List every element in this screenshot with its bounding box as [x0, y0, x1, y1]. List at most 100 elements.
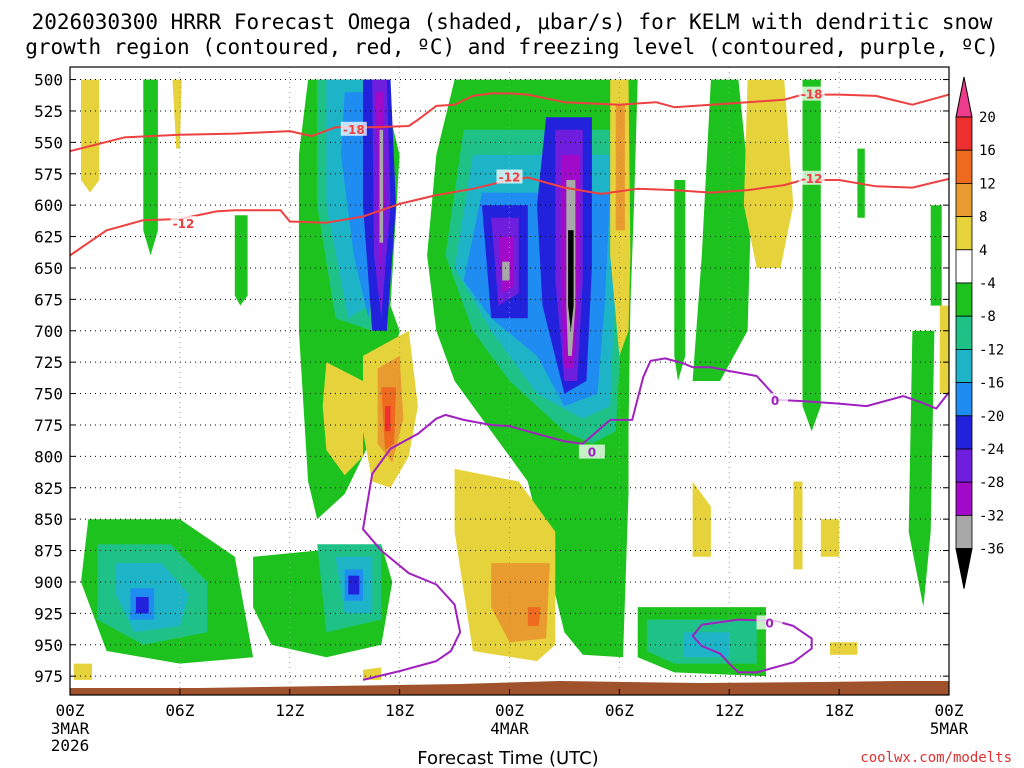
ytick-label-525: 525 [34, 102, 63, 121]
date-label-0-0: 3MAR [51, 719, 90, 738]
omega-region--6-5 [692, 79, 752, 381]
colorbar-bin--24 [955, 415, 973, 450]
colorbar-bottom-triangle [955, 548, 973, 589]
colorbar-tick--12: -12 [979, 342, 1004, 358]
colorbar-bin-8 [955, 182, 973, 217]
omega-region--34-1 [502, 261, 510, 281]
colorbar-tick--36: -36 [979, 542, 1004, 558]
colorbar-tick-8: 8 [979, 210, 987, 226]
colorbar-bin--4 [955, 249, 973, 284]
omega-shading [73, 79, 949, 680]
omega-region--34-0 [379, 129, 384, 243]
date-label-24-0: 4MAR [490, 719, 529, 738]
contour-label-zero-c-lower-0: 0 [765, 616, 773, 630]
omega-region-6-6 [692, 481, 711, 557]
contour-zero-c-upper [362, 357, 949, 681]
colorbar-bin--20 [955, 382, 973, 417]
xtick-label-6: 06Z [165, 701, 194, 720]
contour-label-bg-zero-c-upper-0 [578, 444, 605, 459]
colorbar-bin-12 [955, 149, 973, 184]
ytick-label-875: 875 [34, 542, 63, 561]
xtick-label-24: 00Z [495, 701, 524, 720]
contour-label-zero-c-upper-0: 0 [588, 446, 596, 460]
omega-region--6-1 [234, 215, 248, 306]
colorbar-tick--24: -24 [979, 442, 1004, 458]
colorbar-tick--28: -28 [979, 475, 1004, 491]
xtick-label-48: 00Z [935, 701, 964, 720]
date-label-0-1: 2026 [51, 736, 90, 755]
omega-region-6-0 [81, 79, 100, 193]
colorbar-bin-16 [955, 116, 973, 151]
xtick-label-42: 18Z [825, 701, 854, 720]
contour-label-minus-18c-0: -18 [343, 123, 365, 137]
omega-region-6-10 [939, 305, 949, 394]
omega-region-6-9 [820, 519, 840, 557]
omega-region--6-0 [143, 79, 158, 256]
colorbar-bin--8 [955, 282, 973, 317]
colorbar-tick--20: -20 [979, 409, 1004, 425]
ytick-label-800: 800 [34, 447, 63, 466]
ytick-label-575: 575 [34, 165, 63, 184]
colorbar-tick-4: 4 [979, 243, 987, 259]
omega-region-6-7 [743, 79, 794, 268]
colorbar-tick--32: -32 [979, 508, 1004, 524]
omega-region-10-2 [615, 104, 625, 231]
colorbar-top-triangle [955, 76, 973, 118]
contour-label-bg-minus-18c-1 [798, 86, 825, 101]
contour-label-bg-zero-c-upper-1 [762, 393, 789, 408]
contour-label-minus-18c-1: -18 [801, 88, 823, 102]
chart-title-line1: 2026030300 HRRR Forecast Omega (shaded, … [32, 10, 993, 34]
colorbar-tick--16: -16 [979, 376, 1004, 392]
colorbar-bin--12 [955, 315, 973, 350]
xtick-label-36: 12Z [715, 701, 744, 720]
colorbar-tick-16: 16 [979, 143, 996, 159]
contour-label-bg-minus-18c-0 [340, 121, 367, 136]
colorbar: 20 16 12 8 4 -4 -8 -12 -16 -20 -24 -28 -32 -36 [955, 76, 1004, 589]
omega-region-6-11 [73, 663, 92, 680]
contour-label-minus-12c-1: -12 [499, 171, 521, 185]
chart-title-line2: growth region (contoured, red, ºC) and f… [25, 35, 999, 59]
ytick-label-900: 900 [34, 573, 63, 592]
contour-label-zero-c-upper-1: 0 [771, 394, 779, 408]
colorbar-tick-20: 20 [979, 110, 996, 126]
omega-region--6-6 [802, 79, 821, 432]
contour-label-bg-minus-12c-0 [170, 216, 197, 230]
x-axis-label: Forecast Time (UTC) [417, 748, 598, 768]
date-label-48-0: 5MAR [930, 719, 969, 738]
ytick-label-550: 550 [34, 133, 63, 152]
omega-region-6-1 [172, 79, 182, 149]
ytick-label-625: 625 [34, 228, 63, 247]
omega-region--22-3 [135, 597, 149, 614]
xtick-label-0: 00Z [56, 701, 85, 720]
xtick-label-30: 06Z [605, 701, 634, 720]
ytick-label-825: 825 [34, 479, 63, 498]
omega-region--38-0 [568, 230, 574, 331]
ytick-label-725: 725 [34, 353, 63, 372]
colorbar-bin--16 [955, 348, 973, 383]
ytick-label-950: 950 [34, 636, 63, 655]
colorbar-tick-12: 12 [979, 176, 996, 192]
ytick-label-650: 650 [34, 259, 63, 278]
omega-region--22-4 [348, 575, 360, 595]
colorbar-tick--8: -8 [979, 309, 996, 325]
omega-region--6-4 [674, 180, 686, 381]
ytick-label-500: 500 [34, 71, 63, 90]
contour-label-minus-12c-0: -12 [173, 217, 195, 231]
contour-label-bg-minus-12c-1 [496, 169, 523, 184]
omega-region-6-12 [830, 642, 858, 655]
ytick-label-675: 675 [34, 290, 63, 309]
ytick-label-775: 775 [34, 416, 63, 435]
xtick-label-12: 12Z [275, 701, 304, 720]
colorbar-tick--4: -4 [979, 276, 996, 292]
contour-label-bg-minus-12c-2 [798, 170, 825, 185]
temperature-contours: -18 -18 -12 -12 -12 0 0 0 [70, 86, 949, 681]
ytick-label-925: 925 [34, 604, 63, 623]
credit-text: coolwx.com/modelts [860, 750, 1012, 766]
ytick-label-700: 700 [34, 322, 63, 341]
colorbar-bin-4 [955, 216, 973, 251]
contour-minus-18c [70, 92, 949, 153]
ytick-label-850: 850 [34, 510, 63, 529]
omega-region--6-8 [930, 205, 942, 306]
